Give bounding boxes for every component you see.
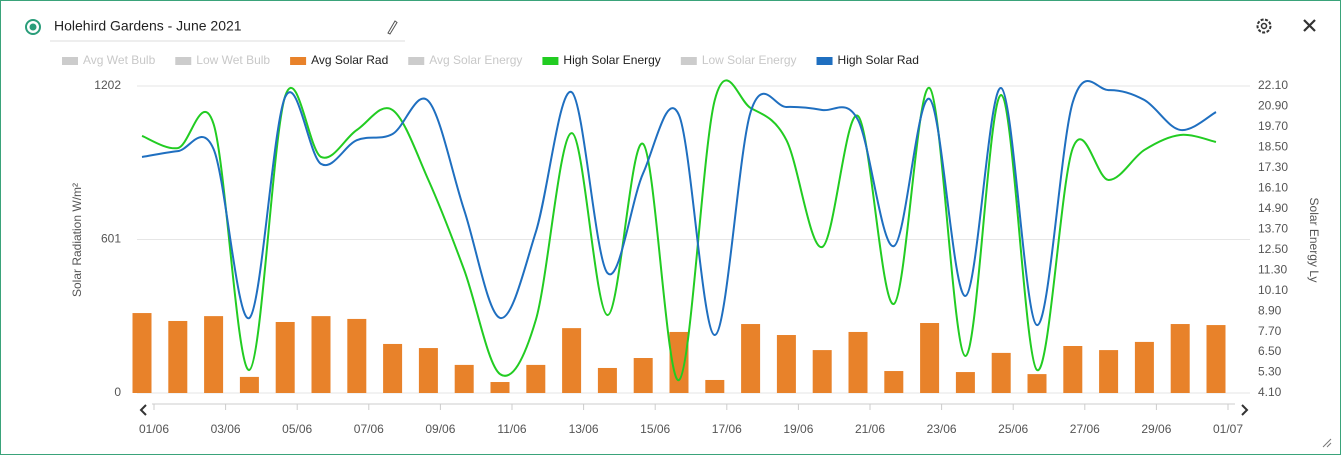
bar: [1206, 325, 1226, 393]
y2-tick-label: 20.90: [1258, 99, 1288, 113]
bar: [311, 316, 331, 393]
y2-tick-label: 19.70: [1258, 119, 1288, 133]
y2-axis-title: Solar Energy Ly: [1307, 198, 1321, 283]
line: [141, 80, 1217, 337]
bar: [275, 321, 295, 393]
bar: [633, 358, 653, 393]
resize-handle[interactable]: [1322, 438, 1332, 448]
bar: [884, 371, 904, 393]
radio-icon[interactable]: [25, 19, 41, 35]
y2-tick-label: 11.30: [1258, 262, 1287, 276]
bar: [920, 323, 940, 393]
bar: [454, 364, 474, 393]
legend-swatch: [175, 57, 192, 65]
bar: [204, 316, 224, 393]
bar: [669, 331, 689, 393]
bar: [955, 372, 975, 393]
bar: [597, 367, 617, 393]
bar: [383, 343, 403, 393]
y2-tick-label: 10.10: [1258, 283, 1288, 297]
bar: [347, 318, 367, 393]
x-tick-label: 11/06: [497, 422, 526, 436]
x-tick-label: 01/07: [1213, 422, 1243, 436]
edit-icon[interactable]: [387, 20, 398, 35]
bar: [812, 350, 832, 393]
y2-tick-label: 17.30: [1258, 160, 1288, 174]
bar: [1170, 324, 1190, 393]
bar: [1027, 374, 1047, 393]
bar: [1099, 350, 1119, 393]
legend-label: Avg Solar Rad: [311, 53, 388, 67]
bar: [490, 382, 510, 393]
close-icon[interactable]: [1303, 19, 1316, 32]
legend-swatch: [290, 57, 307, 65]
y2-tick-label: 5.30: [1258, 365, 1282, 379]
bar: [526, 364, 546, 393]
legend-label: Avg Solar Energy: [429, 53, 522, 67]
y2-tick-label: 8.90: [1258, 303, 1282, 317]
y-tick-label: 0: [114, 385, 121, 399]
settings-icon[interactable]: [1256, 18, 1272, 34]
y2-tick-label: 7.70: [1258, 324, 1282, 338]
bar: [705, 379, 725, 393]
x-tick-label: 05/06: [282, 422, 312, 436]
legend: Avg Wet Bulb Low Wet Bulb Avg Solar Rad Avg…: [62, 53, 919, 67]
legend-swatch: [816, 57, 833, 65]
widget-title: Holehird Gardens - June 2021: [54, 18, 242, 34]
y2-tick-label: 6.50: [1258, 344, 1282, 358]
y2-tick-label: 18.50: [1258, 140, 1288, 154]
bar: [991, 352, 1011, 393]
legend-swatch: [542, 57, 559, 65]
y2-tick-label: 16.10: [1258, 181, 1288, 195]
bar: [132, 313, 152, 393]
y2-tick-label: 22.10: [1258, 78, 1288, 92]
line: [141, 79, 1217, 382]
bar: [562, 328, 582, 393]
x-tick-label: 23/06: [927, 422, 957, 436]
legend-label: Avg Wet Bulb: [83, 53, 156, 67]
x-tick-label: 29/06: [1141, 422, 1171, 436]
x-tick-label: 17/06: [712, 422, 742, 436]
legend-swatch: [62, 57, 78, 65]
legend-label: High Solar Energy: [563, 53, 660, 67]
bar: [239, 376, 259, 393]
y2-tick-label: 4.10: [1258, 385, 1282, 399]
x-tick-label: 15/06: [640, 422, 670, 436]
y2-tick-label: 14.90: [1258, 201, 1288, 215]
bar: [168, 320, 188, 393]
x-tick-label: 03/06: [211, 422, 241, 436]
scroll-left[interactable]: [139, 404, 147, 416]
y2-tick-label: 13.70: [1258, 221, 1288, 235]
x-tick-label: 19/06: [783, 422, 813, 436]
bar: [1063, 346, 1083, 393]
x-tick-label: 25/06: [998, 422, 1028, 436]
legend-swatch: [408, 57, 425, 65]
radio-dot: [29, 23, 37, 31]
x-tick-label: 07/06: [354, 422, 384, 436]
x-tick-label: 01/06: [139, 422, 169, 436]
x-tick-label: 27/06: [1070, 422, 1100, 436]
bar: [741, 324, 761, 393]
legend-swatch: [680, 57, 697, 65]
legend-label: High Solar Rad: [838, 53, 919, 67]
y-tick-label: 601: [101, 232, 121, 246]
bar: [418, 348, 438, 393]
y-tick-label: 1202: [94, 78, 121, 92]
scroll-right[interactable]: [1241, 404, 1249, 416]
bar: [1134, 341, 1154, 393]
x-tick-label: 21/06: [855, 422, 885, 436]
x-tick-label: 13/06: [569, 422, 599, 436]
legend-label: Low Solar Energy: [702, 53, 797, 67]
plot: 0 601 1202 4.10 5.30 6.50 7.70 8.90 10.10 11.30 12…: [70, 78, 1321, 436]
y-axis-title: Solar Radiation W/m²: [70, 183, 84, 297]
bar: [776, 335, 796, 393]
x-tick-label: 09/06: [425, 422, 455, 436]
bar: [848, 331, 868, 393]
y2-tick-label: 12.50: [1258, 242, 1288, 256]
legend-label: Low Wet Bulb: [196, 53, 270, 67]
